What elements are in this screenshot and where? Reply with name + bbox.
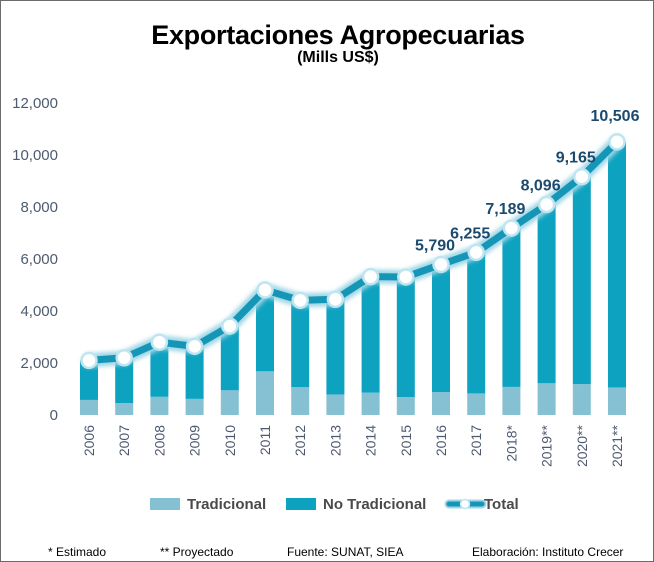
bar-tradicional <box>572 384 591 415</box>
bar-no-tradicional <box>115 357 134 404</box>
total-point <box>397 268 415 286</box>
x-tick-label: 2009 <box>187 425 203 456</box>
total-point <box>221 317 239 335</box>
footnote-proyectado: ** Proyectado <box>160 545 234 559</box>
total-point <box>573 167 591 186</box>
bar-no-tradicional <box>572 176 591 385</box>
x-tick-label: 2020** <box>574 424 590 467</box>
bar-no-tradicional <box>502 228 521 387</box>
bar-no-tradicional <box>537 204 556 384</box>
y-tick-label: 10,000 <box>12 147 58 164</box>
total-point <box>502 219 521 237</box>
total-line <box>80 133 626 370</box>
bar-tradicional <box>608 387 626 415</box>
x-tick-label: 2016 <box>433 425 449 456</box>
x-tick-label: 2012 <box>292 425 308 456</box>
bar-no-tradicional <box>396 276 415 398</box>
chart-title: Exportaciones Agropecuarias <box>151 20 525 50</box>
bar-tradicional <box>537 383 556 415</box>
x-tick-label: 2015 <box>398 425 414 456</box>
bar-tradicional <box>185 398 204 415</box>
total-point <box>185 337 204 356</box>
y-axis: 0 2,000 4,000 6,000 8,000 10,000 12,000 <box>12 95 58 424</box>
total-point <box>150 333 169 351</box>
total-data-label: 6,255 <box>450 225 490 242</box>
total-data-label: 8,096 <box>521 178 561 195</box>
bar-no-tradicional <box>220 326 239 391</box>
y-tick-label: 12,000 <box>12 95 58 112</box>
x-tick-label: 2014 <box>363 425 379 456</box>
bar-tradicional <box>256 371 274 415</box>
total-point <box>361 267 380 286</box>
x-tick-label: 2006 <box>81 425 97 456</box>
chart-subtitle: (Mills US$) <box>297 49 379 66</box>
x-tick-label: 2021** <box>609 424 625 467</box>
legend-swatch-tradicional <box>150 498 180 510</box>
total-data-label: 9,165 <box>556 150 596 167</box>
total-point <box>291 291 309 310</box>
total-point <box>432 255 450 274</box>
bar-tradicional <box>326 394 345 415</box>
bar-no-tradicional <box>361 276 380 393</box>
bar-tradicional <box>396 397 415 415</box>
bar-no-tradicional <box>467 252 486 394</box>
x-tick-label: 2013 <box>327 425 343 456</box>
y-tick-label: 8,000 <box>20 199 58 216</box>
x-tick-label: 2007 <box>116 425 132 456</box>
total-data-label: 5,790 <box>415 237 455 254</box>
total-point <box>256 281 274 299</box>
bar-tradicional <box>80 399 98 415</box>
legend-label-no-tradicional: No Tradicional <box>323 496 426 513</box>
bar-no-tradicional <box>150 342 169 397</box>
bars <box>80 141 626 415</box>
bar-no-tradicional <box>80 360 98 400</box>
bar-tradicional <box>432 392 450 415</box>
bar-no-tradicional <box>291 300 310 388</box>
bar-tradicional <box>220 390 239 415</box>
bar-tradicional <box>467 393 486 415</box>
total-line-path <box>85 138 621 364</box>
bar-no-tradicional <box>185 346 204 399</box>
total-point <box>467 243 485 262</box>
legend-label-total: Total <box>484 496 519 513</box>
legend-marker-total <box>459 498 471 510</box>
y-tick-label: 2,000 <box>20 355 58 372</box>
footnote-fuente: Fuente: SUNAT, SIEA <box>287 545 404 559</box>
total-point <box>326 290 345 309</box>
total-data-label: 7,189 <box>485 201 525 218</box>
bar-tradicional <box>115 403 134 415</box>
bar-tradicional <box>291 387 310 415</box>
total-point <box>608 133 626 151</box>
x-tick-label: 2011 <box>257 425 273 455</box>
footnote-estimado: * Estimado <box>48 545 107 559</box>
x-axis: 2006 2007 2008 2009 2010 2011 2012 2013 2014 2015… <box>81 424 625 467</box>
bar-no-tradicional <box>608 141 626 388</box>
y-tick-label: 6,000 <box>20 251 58 268</box>
bar-no-tradicional <box>326 299 345 395</box>
x-tick-label: 2008 <box>151 425 167 456</box>
legend-swatch-no-tradicional <box>286 498 316 510</box>
total-point <box>80 351 98 370</box>
x-tick-label: 2018* <box>503 424 519 461</box>
footnote-elaboracion: Elaboración: Instituto Crecer <box>472 545 624 559</box>
legend: Tradicional No Tradicional Total <box>150 496 519 513</box>
total-data-label: 10,506 <box>591 108 640 125</box>
bar-tradicional <box>502 386 521 415</box>
total-point <box>115 349 133 367</box>
x-tick-label: 2017 <box>468 425 484 456</box>
x-tick-label: 2010 <box>222 425 238 456</box>
y-tick-label: 0 <box>50 407 58 424</box>
x-tick-label: 2019** <box>539 424 555 467</box>
total-point <box>537 195 556 214</box>
bar-tradicional <box>361 392 380 415</box>
bar-tradicional <box>150 396 169 415</box>
legend-label-tradicional: Tradicional <box>187 496 266 513</box>
bar-no-tradicional <box>432 264 450 393</box>
bar-no-tradicional <box>256 289 274 372</box>
y-tick-label: 4,000 <box>20 303 58 320</box>
